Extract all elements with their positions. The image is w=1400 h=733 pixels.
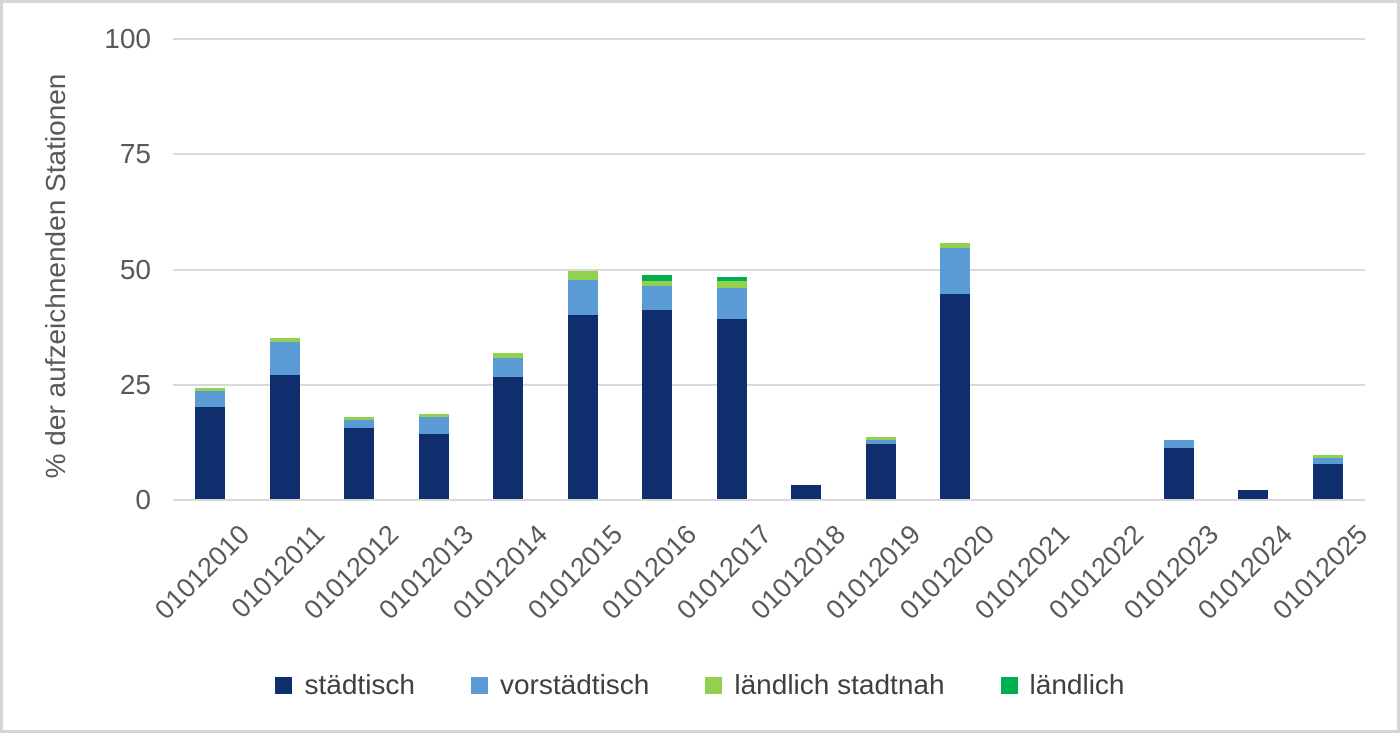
bar-segment-01012016-ländlich: [642, 275, 673, 281]
bar-01012024: [1238, 489, 1269, 499]
bar-segment-01012015-städtisch: [567, 314, 598, 499]
bar-01012020: [940, 243, 971, 499]
bar-segment-01012020-städtisch: [940, 293, 971, 499]
bar-segment-01012012-vorstädtisch: [344, 419, 375, 428]
x-tick-label-01012022: 01012022: [1043, 519, 1150, 626]
plot-area: [173, 38, 1365, 501]
bar-segment-01012016-ländlich stadtnah: [642, 280, 673, 286]
x-tick-label-01012019: 01012019: [819, 519, 926, 626]
bar-segment-01012011-ländlich stadtnah: [269, 337, 300, 343]
bar-segment-01012014-vorstädtisch: [493, 358, 524, 377]
bar-segment-01012010-vorstädtisch: [195, 390, 226, 407]
x-tick-label-01012017: 01012017: [670, 519, 777, 626]
gridline-100: [173, 38, 1365, 40]
bar-segment-01012014-ländlich stadtnah: [493, 352, 524, 359]
legend-swatch-icon: [470, 676, 488, 694]
bar-01012015: [567, 270, 598, 499]
bar-segment-01012013-vorstädtisch: [418, 417, 449, 435]
bar-segment-01012020-vorstädtisch: [940, 247, 971, 294]
x-tick-label-01012015: 01012015: [521, 519, 628, 626]
y-axis-title: % der aufzeichnenden Stationen: [40, 73, 71, 479]
legend-label: städtisch: [304, 669, 415, 700]
x-tick-label-01012012: 01012012: [298, 519, 405, 626]
bar-segment-01012025-ländlich stadtnah: [1312, 454, 1343, 459]
bar-segment-01012019-städtisch: [865, 443, 896, 499]
x-tick-label-01012025: 01012025: [1266, 519, 1373, 626]
legend-item-ländlich: ländlich: [1000, 669, 1125, 701]
bar-01012010: [195, 388, 226, 499]
bar-segment-01012013-ländlich stadtnah: [418, 414, 449, 418]
bar-01012016: [642, 275, 673, 499]
bar-segment-01012024-städtisch: [1238, 489, 1269, 499]
legend-swatch-icon: [1000, 676, 1018, 694]
gridline-75: [173, 153, 1365, 156]
bar-segment-01012017-städtisch: [716, 319, 747, 499]
legend-label: ländlich stadtnah: [734, 669, 945, 700]
bar-segment-01012010-städtisch: [195, 406, 226, 499]
bar-segment-01012019-ländlich stadtnah: [865, 437, 896, 440]
legend-item-vorstädtisch: vorstädtisch: [470, 669, 650, 701]
bar-segment-01012017-ländlich stadtnah: [716, 281, 747, 289]
bar-01012025: [1312, 454, 1343, 499]
bar-segment-01012011-städtisch: [269, 374, 300, 499]
x-tick-label-01012013: 01012013: [372, 519, 479, 626]
bar-segment-01012012-städtisch: [344, 427, 375, 499]
bar-segment-01012015-ländlich stadtnah: [567, 270, 598, 281]
bar-01012019: [865, 437, 896, 499]
gridline-50: [173, 268, 1365, 271]
bar-segment-01012015-vorstädtisch: [567, 280, 598, 315]
bar-segment-01012017-vorstädtisch: [716, 288, 747, 320]
legend: städtisch vorstädtisch ländlich stadtnah lä…: [3, 669, 1397, 701]
bar-segment-01012010-ländlich stadtnah: [195, 388, 226, 391]
bar-segment-01012011-vorstädtisch: [269, 342, 300, 375]
x-tick-label-01012016: 01012016: [596, 519, 703, 626]
bar-01012018: [791, 485, 822, 499]
bar-segment-01012023-vorstädtisch: [1163, 440, 1194, 449]
x-tick-label-01012010: 01012010: [149, 519, 256, 626]
y-tick-label-50: 50: [119, 253, 151, 285]
bar-01012011: [269, 337, 300, 499]
bar-segment-01012017-ländlich: [716, 276, 747, 282]
gridline-0: [173, 499, 1365, 501]
bar-segment-01012016-städtisch: [642, 310, 673, 499]
x-tick-label-01012024: 01012024: [1192, 519, 1299, 626]
bar-segment-01012014-städtisch: [493, 376, 524, 499]
y-tick-label-0: 0: [135, 484, 151, 515]
bar-segment-01012012-ländlich stadtnah: [344, 416, 375, 420]
legend-swatch-icon: [705, 676, 723, 694]
x-tick-label-01012020: 01012020: [894, 519, 1001, 626]
bar-segment-01012023-städtisch: [1163, 448, 1194, 499]
bar-segment-01012025-vorstädtisch: [1312, 458, 1343, 465]
legend-swatch-icon: [275, 676, 293, 694]
bar-segment-01012013-städtisch: [418, 434, 449, 499]
y-tick-label-75: 75: [119, 138, 151, 170]
bar-01012017: [716, 276, 747, 499]
y-tick-label-100: 100: [104, 23, 151, 54]
bar-segment-01012020-ländlich stadtnah: [940, 243, 971, 248]
legend-item-ländlich stadtnah: ländlich stadtnah: [705, 669, 945, 701]
x-tick-label-01012011: 01012011: [225, 519, 330, 624]
bar-segment-01012025-städtisch: [1312, 464, 1343, 499]
x-tick-label-01012023: 01012023: [1117, 519, 1224, 626]
bar-01012023: [1163, 440, 1194, 499]
x-tick-label-01012018: 01012018: [745, 519, 852, 626]
bar-01012012: [344, 416, 375, 499]
bar-01012013: [418, 414, 449, 499]
bar-01012014: [493, 352, 524, 499]
legend-item-städtisch: städtisch: [275, 669, 415, 701]
x-tick-label-01012021: 01012021: [968, 519, 1075, 626]
bar-segment-01012018-städtisch: [791, 485, 822, 499]
bar-segment-01012019-vorstädtisch: [865, 440, 896, 444]
legend-label: vorstädtisch: [499, 669, 650, 700]
legend-label: ländlich: [1029, 669, 1125, 700]
x-tick-label-01012014: 01012014: [447, 519, 554, 626]
gridline-25: [173, 383, 1365, 386]
bar-segment-01012016-vorstädtisch: [642, 285, 673, 310]
y-tick-label-25: 25: [119, 368, 151, 400]
